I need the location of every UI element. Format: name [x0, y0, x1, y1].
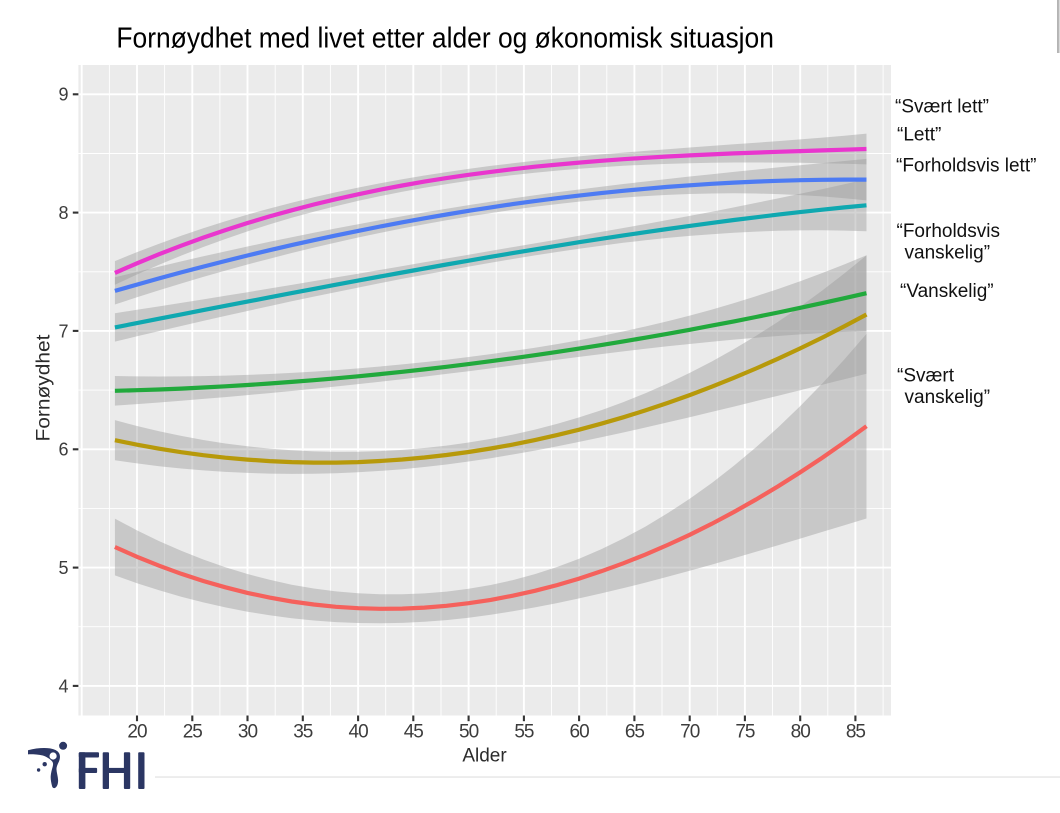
- svg-text:6: 6: [58, 440, 68, 460]
- svg-text:5: 5: [58, 558, 68, 578]
- svg-text:45: 45: [404, 722, 424, 743]
- svg-text:“Svært lett”: “Svært lett”: [895, 97, 989, 118]
- svg-text:25: 25: [183, 722, 203, 743]
- svg-text:4: 4: [58, 676, 68, 696]
- svg-text:“Forholdsvis: “Forholdsvis: [897, 221, 1000, 242]
- svg-text:60: 60: [570, 722, 590, 743]
- svg-text:40: 40: [349, 722, 369, 743]
- svg-text:65: 65: [625, 722, 645, 743]
- svg-text:35: 35: [293, 722, 313, 743]
- svg-text:80: 80: [791, 722, 811, 743]
- svg-text:75: 75: [735, 722, 755, 743]
- svg-text:“Vanskelig”: “Vanskelig”: [900, 281, 994, 302]
- svg-text:vanskelig”: vanskelig”: [905, 387, 991, 408]
- svg-text:70: 70: [680, 722, 700, 743]
- svg-text:“Svært: “Svært: [897, 366, 955, 387]
- svg-text:Fornøydhet: Fornøydhet: [34, 334, 55, 442]
- svg-text:“Lett”: “Lett”: [897, 125, 941, 146]
- svg-text:7: 7: [58, 321, 68, 341]
- svg-text:50: 50: [459, 722, 479, 743]
- svg-text:85: 85: [846, 722, 866, 743]
- svg-text:55: 55: [514, 722, 534, 743]
- svg-text:Alder: Alder: [462, 746, 507, 767]
- svg-text:20: 20: [127, 722, 147, 743]
- svg-text:30: 30: [238, 722, 258, 743]
- svg-text:Fornøydhet med livet etter ald: Fornøydhet med livet etter alder og økon…: [116, 23, 774, 55]
- svg-text:vanskelig”: vanskelig”: [905, 243, 991, 264]
- svg-text:9: 9: [58, 85, 68, 105]
- svg-text:“Forholdsvis lett”: “Forholdsvis lett”: [896, 156, 1036, 177]
- svg-text:8: 8: [58, 203, 68, 223]
